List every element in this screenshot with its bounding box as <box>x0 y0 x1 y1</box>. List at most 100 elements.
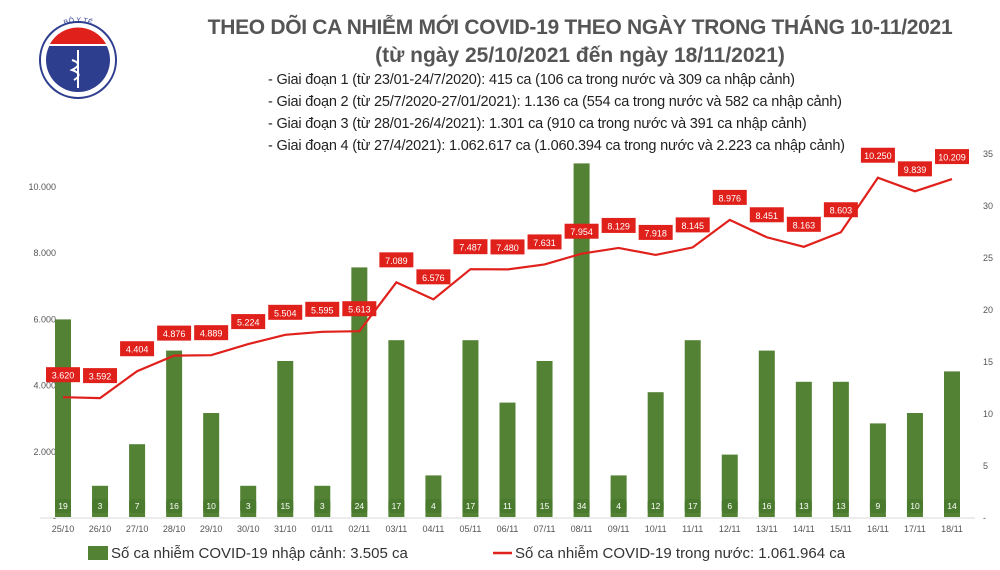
line-label: 4.889 <box>200 329 223 339</box>
bar-label: 15 <box>540 501 550 511</box>
bar-label-box <box>536 499 553 513</box>
bar-label-box <box>647 499 664 513</box>
bar-label: 16 <box>762 501 772 511</box>
line-label-box <box>749 207 784 223</box>
bar-label: 3 <box>246 501 251 511</box>
line-label: 4.404 <box>126 345 149 355</box>
left-axis-tick: 2.000 <box>33 447 56 457</box>
bar-label: 14 <box>947 501 957 511</box>
x-axis-tick: 15/11 <box>830 524 852 534</box>
line-label-box <box>490 239 525 255</box>
line-label: 3.592 <box>89 372 112 382</box>
bar <box>684 340 701 517</box>
x-axis-tick: 30/10 <box>237 524 260 534</box>
right-axis-tick: 35 <box>983 149 993 159</box>
bar-label-box <box>573 499 590 513</box>
bar-label: 24 <box>355 501 365 511</box>
stage-1-note: - Giai đoạn 1 (từ 23/01-24/7/2020): 415 … <box>268 72 795 88</box>
legend-bar-swatch <box>88 546 108 560</box>
bar-label-box <box>610 499 627 513</box>
bar-label-box <box>55 499 71 513</box>
bar-label: 13 <box>799 501 809 511</box>
bar-label: 12 <box>651 501 661 511</box>
bar-label-box <box>906 499 923 513</box>
left-axis-tick: 4.000 <box>33 381 56 391</box>
line-label: 6.576 <box>422 273 445 283</box>
x-axis-tick: 04/11 <box>422 524 444 534</box>
line-label-box <box>897 161 932 177</box>
line-label: 3.620 <box>52 371 75 381</box>
line-label-box <box>231 314 266 330</box>
right-axis-tick: 20 <box>983 305 993 315</box>
line-label: 7.089 <box>385 256 408 266</box>
line-label: 8.145 <box>681 221 704 231</box>
line-label: 7.918 <box>644 228 667 238</box>
bar-label: 11 <box>503 501 512 511</box>
line-label: 5.504 <box>274 308 297 318</box>
bar-label: 13 <box>836 501 846 511</box>
bar-label: 3 <box>98 501 103 511</box>
x-axis-tick: 16/11 <box>867 524 889 534</box>
bar <box>573 163 590 517</box>
line-label: 10.250 <box>864 151 892 161</box>
line-label-box <box>194 325 229 341</box>
x-axis-tick: 02/11 <box>348 524 370 534</box>
line-label-box <box>120 341 155 357</box>
line-label-box <box>786 216 821 232</box>
right-axis-tick: 30 <box>983 201 993 211</box>
stage-3-note: - Giai đoạn 3 (từ 28/01-26/4/2021): 1.30… <box>268 116 807 132</box>
bar-label-box <box>129 499 146 513</box>
bar-label: 3 <box>320 501 325 511</box>
bar-label-box <box>388 499 405 513</box>
bar-label: 10 <box>910 501 920 511</box>
bar-label-box <box>351 499 368 513</box>
bar-label: 9 <box>876 501 881 511</box>
x-axis-tick: 05/11 <box>460 524 482 534</box>
bar <box>351 267 368 517</box>
left-axis-tick: - <box>53 513 56 523</box>
x-axis-tick: 12/11 <box>719 524 741 534</box>
bar-label-box <box>684 499 701 513</box>
bar <box>647 392 664 517</box>
line-label: 8.451 <box>756 211 779 221</box>
line-label-box <box>564 223 599 239</box>
right-axis-tick: 15 <box>983 357 993 367</box>
bar-label: 34 <box>577 501 587 511</box>
bar <box>795 381 812 517</box>
x-axis-tick: 09/11 <box>608 524 630 534</box>
x-axis-tick: 07/11 <box>534 524 556 534</box>
x-axis-tick: 25/10 <box>52 524 75 534</box>
line-label-box <box>46 367 80 383</box>
x-axis-tick: 11/11 <box>682 524 703 534</box>
x-axis-tick: 03/11 <box>385 524 407 534</box>
bar-label: 15 <box>281 501 291 511</box>
bar <box>944 371 960 517</box>
line-label: 8.163 <box>793 220 816 230</box>
line-label-box <box>638 224 673 240</box>
x-axis-tick: 10/11 <box>645 524 667 534</box>
bar-label: 4 <box>431 501 436 511</box>
line-label-box <box>712 189 747 205</box>
line-series <box>62 176 953 400</box>
bar-label-box <box>499 499 516 513</box>
x-axis-tick: 14/11 <box>793 524 815 534</box>
line-label: 5.613 <box>348 305 371 315</box>
line-label-box <box>823 202 858 218</box>
legend-bar-label: Số ca nhiễm COVID-19 nhập cảnh: 3.505 ca <box>111 545 409 562</box>
bar-label-box <box>721 499 738 513</box>
bar <box>906 413 923 517</box>
bar-label-box <box>203 499 220 513</box>
bar <box>536 361 553 517</box>
bar-label: 7 <box>135 501 140 511</box>
x-axis-tick: 13/11 <box>756 524 778 534</box>
bar-label: 17 <box>466 501 476 511</box>
line-label-box <box>527 234 562 250</box>
line-label-box <box>453 239 488 255</box>
x-axis-tick: 28/10 <box>163 524 186 534</box>
x-axis-tick: 29/10 <box>200 524 223 534</box>
bar <box>277 361 294 517</box>
bar-label: 17 <box>392 501 402 511</box>
bar <box>832 381 849 517</box>
